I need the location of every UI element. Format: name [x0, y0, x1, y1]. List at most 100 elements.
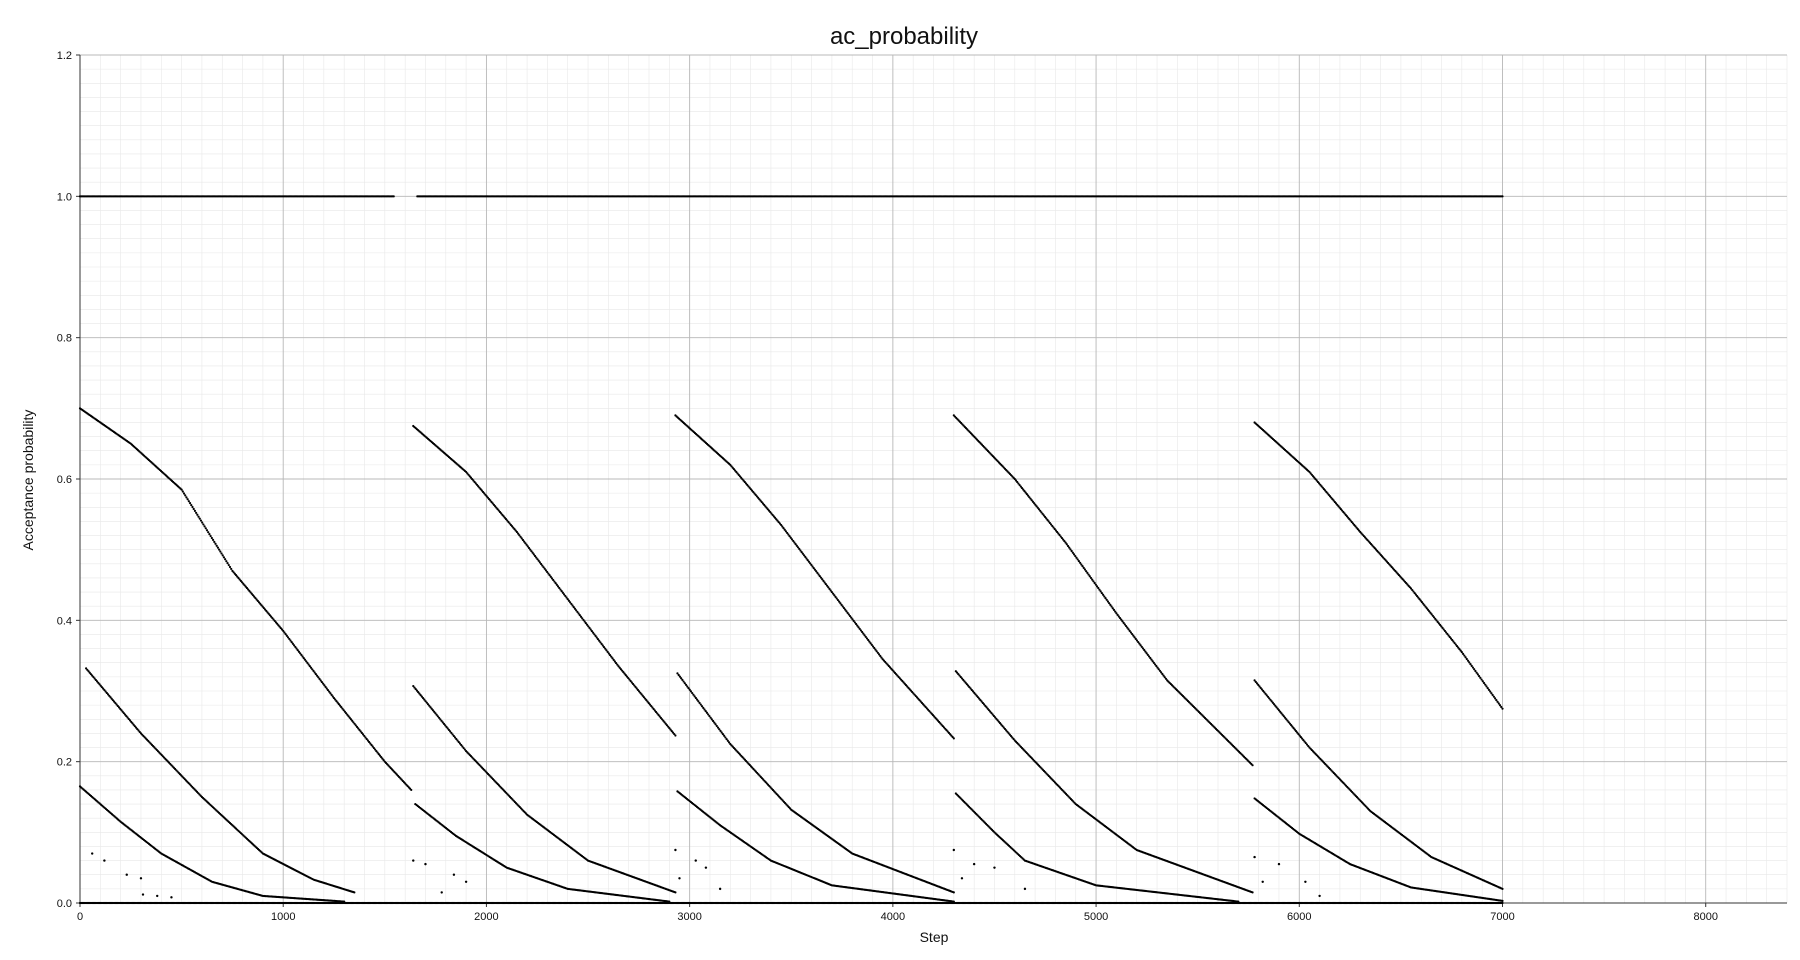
- data-point: [611, 657, 614, 660]
- data-point: [867, 638, 870, 642]
- data-point: [664, 722, 667, 725]
- tick-labels: 0 1000 2000 3000 4000 5000 6000 7000 80000.00.20…: [57, 50, 1718, 923]
- data-point: [369, 742, 372, 745]
- data-point: [637, 690, 641, 693]
- data-point: [552, 578, 555, 582]
- data-point: [1099, 590, 1102, 593]
- data-point: [195, 511, 198, 514]
- data-point: [220, 552, 223, 555]
- series-11: [1253, 679, 1504, 890]
- data-point: [1058, 533, 1061, 537]
- data-point: [581, 617, 584, 620]
- data-point: [1049, 523, 1053, 526]
- data-point: [645, 699, 648, 702]
- series-1: [78, 901, 1504, 905]
- data-point: [338, 704, 342, 707]
- data-point: [577, 612, 580, 615]
- data-point: [1155, 664, 1158, 668]
- data-point: [598, 639, 601, 642]
- data-point: [315, 674, 319, 677]
- data-point: [1138, 642, 1141, 645]
- series-2: [78, 407, 413, 792]
- data-point: [783, 528, 786, 531]
- y-tick-label: 0.4: [57, 615, 72, 627]
- data-point: [364, 736, 367, 739]
- data-point: [602, 645, 606, 649]
- data-point: [1104, 597, 1107, 600]
- data-point: [1092, 580, 1095, 583]
- data-point: [230, 567, 233, 571]
- series-0: [78, 195, 1504, 198]
- data-point: [853, 621, 856, 624]
- data-point: [1079, 561, 1082, 564]
- data-point: [607, 652, 610, 655]
- data-point: [818, 574, 821, 578]
- data-point: [361, 733, 365, 736]
- y-tick-label: 1.2: [57, 50, 72, 62]
- data-point: [228, 565, 232, 569]
- data-point: [1089, 576, 1093, 580]
- data-point: [1108, 602, 1111, 605]
- data-point: [810, 563, 813, 566]
- data-point: [523, 540, 526, 543]
- data-point: [1052, 526, 1055, 529]
- data-point: [366, 739, 369, 742]
- data-point: [812, 566, 815, 570]
- data-point: [1129, 631, 1133, 634]
- x-tick-label: 3000: [677, 911, 701, 923]
- data-point: [371, 745, 374, 748]
- series-7: [84, 667, 356, 894]
- data-point: [564, 594, 567, 598]
- y-tick-label: 0.0: [57, 898, 72, 910]
- data-point: [1100, 591, 1103, 595]
- data-point: [952, 891, 955, 894]
- data-point: [334, 698, 337, 701]
- data-point: [823, 581, 826, 584]
- data-point: [652, 707, 655, 711]
- data-point: [1139, 644, 1142, 647]
- data-point: [847, 613, 850, 616]
- data-point: [184, 494, 187, 497]
- x-tick-label: 5000: [1084, 911, 1108, 923]
- data-point: [1141, 647, 1145, 650]
- data-point: [838, 600, 841, 603]
- data-point: [952, 737, 955, 740]
- data-point: [1031, 500, 1035, 503]
- data-point: [1037, 508, 1041, 511]
- data-point: [353, 891, 356, 894]
- data-point: [1161, 672, 1164, 676]
- data-point: [1071, 551, 1074, 554]
- data-point: [1091, 578, 1094, 581]
- data-point: [367, 740, 371, 744]
- data-point: [1026, 494, 1030, 497]
- data-point: [561, 591, 564, 594]
- data-point: [579, 615, 583, 618]
- data-point: [1030, 499, 1033, 502]
- data-point: [1501, 887, 1504, 890]
- data-point: [1043, 515, 1047, 518]
- data-point: [329, 692, 332, 695]
- data-point: [1131, 632, 1134, 636]
- data-point: [554, 582, 557, 585]
- data-point: [795, 544, 798, 547]
- data-point: [324, 685, 327, 688]
- data-point: [203, 525, 206, 528]
- data-point: [1095, 585, 1099, 588]
- data-point: [363, 734, 366, 738]
- data-point: [653, 709, 656, 712]
- data-point: [352, 721, 355, 724]
- data-point: [1054, 529, 1058, 532]
- data-point: [1133, 636, 1136, 639]
- data-point: [1120, 618, 1123, 621]
- data-point: [518, 534, 521, 537]
- data-point: [665, 724, 669, 727]
- data-point: [216, 546, 219, 549]
- data-point: [619, 668, 623, 671]
- data-point: [583, 620, 586, 623]
- data-point: [585, 623, 589, 626]
- data-point: [1121, 620, 1124, 623]
- data-point: [210, 536, 213, 540]
- data-point: [218, 548, 221, 551]
- data-point: [587, 625, 590, 628]
- data-point: [799, 549, 802, 552]
